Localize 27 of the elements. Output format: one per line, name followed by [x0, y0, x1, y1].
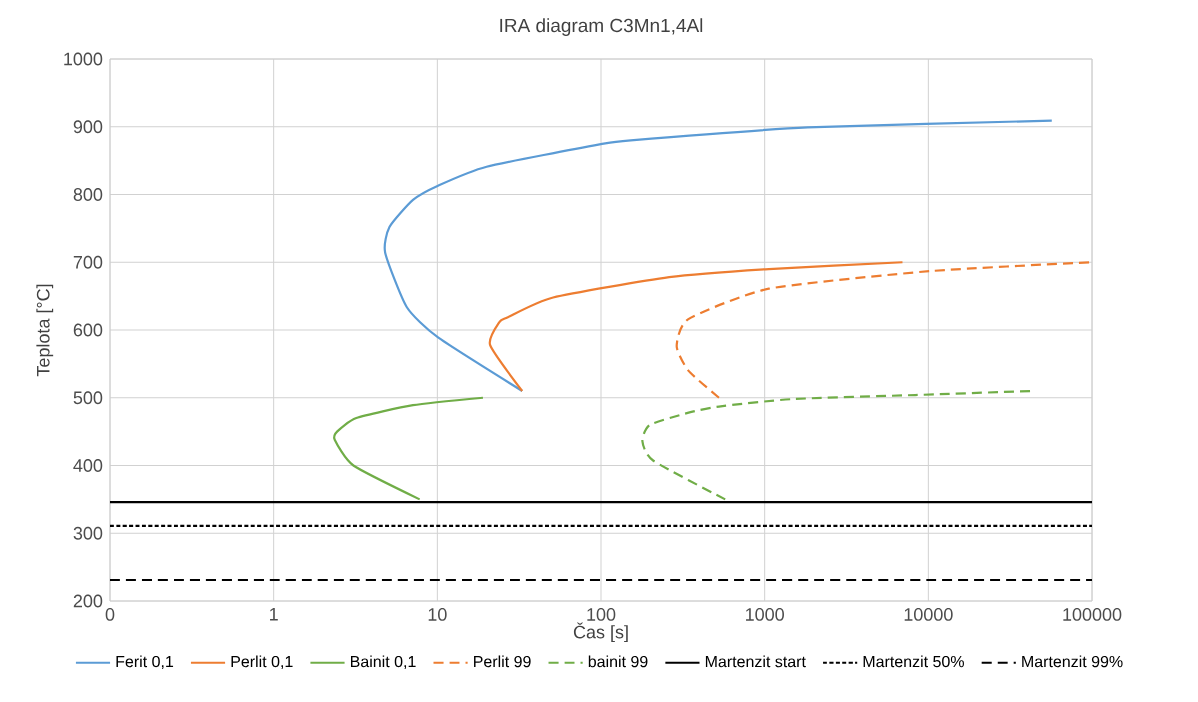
y-tick-label: 600 — [73, 323, 103, 337]
y-axis-title: Teplota [°C] — [36, 284, 54, 377]
legend-label: Ferit 0,1 — [116, 655, 174, 670]
legend-label: Perlit 99 — [474, 655, 531, 668]
chart-title: IRA diagram C3Mn1,4Al — [500, 18, 703, 36]
x-tick-label: 10000 — [904, 608, 953, 621]
x-tick-label: 1000 — [746, 608, 784, 621]
y-tick-label: 500 — [73, 391, 103, 405]
x-tick-label: 1 — [270, 608, 278, 621]
y-tick-label: 900 — [73, 120, 103, 134]
legend-label: bainit 99 — [588, 655, 648, 668]
legend-label: Martenzit start — [705, 655, 806, 668]
legend-label: Martenzit 50% — [863, 655, 964, 668]
x-axis-title: Čas [s] — [573, 622, 628, 643]
y-tick-label: 200 — [73, 594, 103, 608]
y-tick-label: 700 — [73, 255, 103, 269]
legend-label: Perlit 0,1 — [231, 655, 293, 670]
x-tick-label: 0 — [105, 608, 115, 621]
y-tick-label: 1000 — [64, 52, 103, 66]
y-tick-label: 400 — [73, 459, 103, 472]
x-tick-label: 100000 — [1063, 608, 1122, 621]
x-tick-label: 10 — [428, 608, 447, 621]
legend-label: Martenzit 99% — [1022, 655, 1123, 668]
x-tick-label: 100 — [587, 608, 616, 621]
y-tick-label: 300 — [73, 526, 103, 540]
legend-label: Bainit 0,1 — [350, 655, 416, 670]
y-tick-label: 800 — [73, 188, 103, 201]
